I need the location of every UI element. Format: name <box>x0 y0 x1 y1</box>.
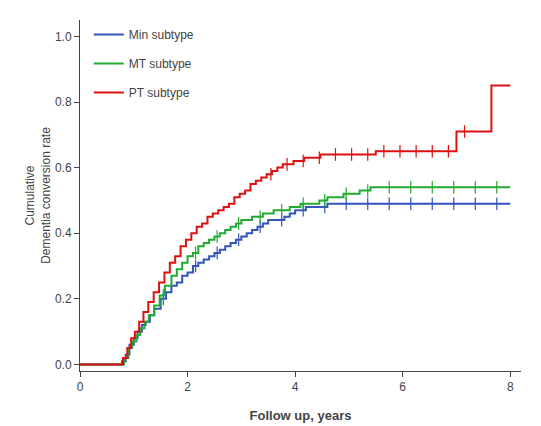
svg-text:0.2: 0.2 <box>55 292 72 306</box>
svg-text:6: 6 <box>399 380 406 394</box>
svg-text:Min subtype: Min subtype <box>129 28 194 42</box>
svg-text:2: 2 <box>184 380 191 394</box>
svg-text:MT subtype: MT subtype <box>129 57 192 71</box>
svg-text:0.0: 0.0 <box>55 358 72 372</box>
svg-text:0.8: 0.8 <box>55 95 72 109</box>
svg-text:CumulativeDementia conversion: CumulativeDementia conversion rate <box>23 127 53 264</box>
svg-text:0.4: 0.4 <box>55 226 72 240</box>
svg-text:8: 8 <box>507 380 514 394</box>
svg-text:0.6: 0.6 <box>55 161 72 175</box>
svg-text:4: 4 <box>292 380 299 394</box>
svg-text:Follow up, years: Follow up, years <box>250 408 352 423</box>
svg-text:PT subtype: PT subtype <box>129 86 190 100</box>
svg-text:0: 0 <box>77 380 84 394</box>
svg-text:1.0: 1.0 <box>55 30 72 44</box>
